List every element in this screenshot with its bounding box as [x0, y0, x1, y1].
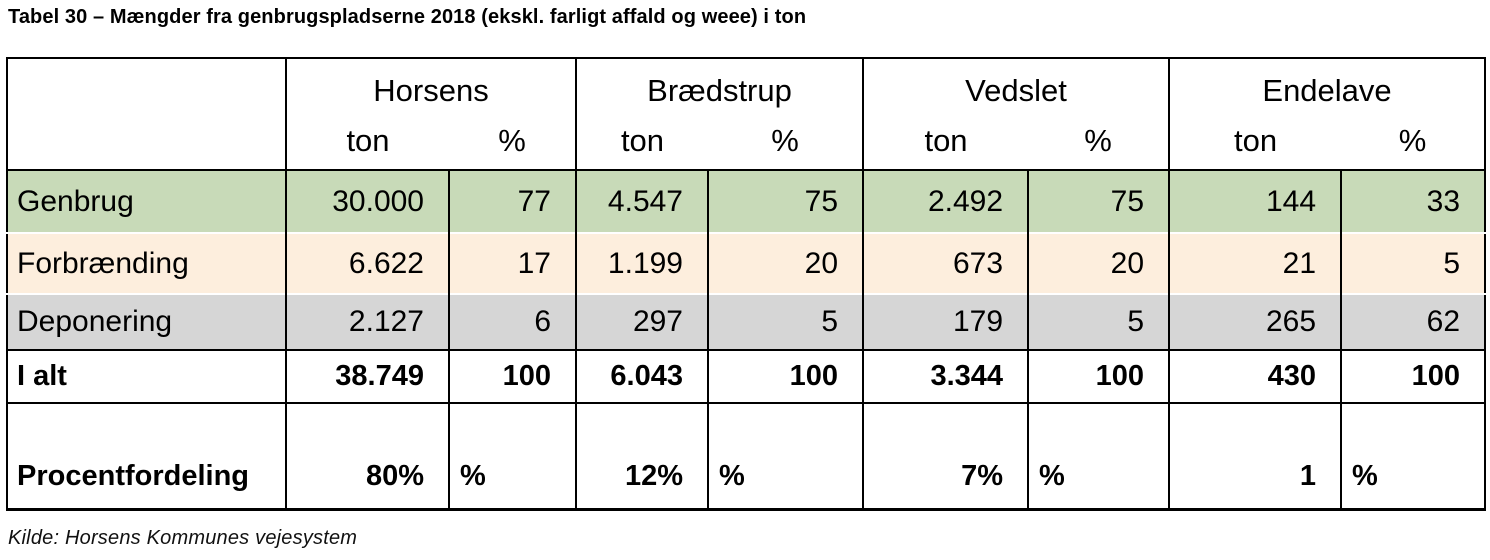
col-header-horsens: Horsens [285, 58, 576, 112]
cell-value: 5 [1340, 232, 1486, 294]
subheader-ton: ton [575, 112, 708, 171]
cell-value: 673 [862, 232, 1029, 294]
header-sub-row: ton % ton % ton % ton % [7, 112, 1486, 171]
subheader-pct: % [1341, 112, 1486, 171]
subheader-ton: ton [862, 112, 1029, 171]
cell-value: 100 [1027, 349, 1170, 404]
table-row-genbrug: Genbrug 30.000 77 4.547 75 2.492 75 144 … [7, 170, 1486, 233]
table-title: Tabel 30 – Mængder fra genbrugspladserne… [8, 6, 807, 28]
cell-value: 1 [1168, 403, 1342, 509]
cell-value: 33 [1340, 170, 1486, 233]
subheader-ton: ton [1168, 112, 1342, 171]
cell-value: 21 [1168, 232, 1342, 294]
cell-value: 100 [448, 349, 576, 404]
row-label: Deponering [7, 293, 286, 350]
subheader-ton: ton [285, 112, 449, 171]
cell-value: 2.492 [862, 170, 1029, 233]
cell-value: 6 [448, 293, 576, 350]
cell-value: % [1340, 403, 1486, 509]
subheader-pct: % [1028, 112, 1170, 171]
cell-value: 20 [706, 232, 864, 294]
cell-value: 2.127 [285, 293, 449, 350]
cell-value: 20 [1027, 232, 1170, 294]
col-header-vedslet: Vedslet [862, 58, 1170, 112]
cell-value: 430 [1168, 349, 1342, 404]
subheader-pct: % [708, 112, 864, 171]
corner-cell [7, 58, 286, 171]
cell-value: 5 [1027, 293, 1170, 350]
header-group-row: Horsens Brædstrup Vedslet Endelave [7, 58, 1486, 171]
cell-value: 1.199 [575, 232, 708, 294]
cell-value: 6.043 [575, 349, 708, 404]
row-label: I alt [7, 349, 286, 404]
cell-value: 6.622 [285, 232, 449, 294]
cell-value: 297 [575, 293, 708, 350]
cell-value: 7% [862, 403, 1029, 509]
cell-value: 3.344 [862, 349, 1029, 404]
cell-value: 17 [448, 232, 576, 294]
cell-value: 12% [575, 403, 708, 509]
cell-value: % [448, 403, 576, 509]
cell-value: % [706, 403, 864, 509]
cell-value: 179 [862, 293, 1029, 350]
row-label: Forbrænding [7, 232, 286, 294]
subheader-pct: % [449, 112, 576, 171]
cell-value: 62 [1340, 293, 1486, 350]
source-caption: Kilde: Horsens Kommunes vejesystem [8, 527, 358, 549]
col-header-braedstrup: Brædstrup [574, 58, 864, 112]
cell-value: 100 [706, 349, 864, 404]
cell-value: 5 [706, 293, 864, 350]
row-label: Genbrug [7, 170, 286, 233]
table-row-total: I alt 38.749 100 6.043 100 3.344 100 430… [7, 349, 1486, 404]
cell-value: 80% [285, 403, 449, 509]
cell-value: 265 [1168, 293, 1342, 350]
cell-value: 75 [706, 170, 864, 233]
cell-value: 38.749 [285, 349, 449, 404]
cell-value: 100 [1340, 349, 1486, 404]
waste-amounts-table: Horsens Brædstrup Vedslet Endelave ton %… [6, 57, 1487, 511]
row-label: Procentfordeling [17, 459, 250, 492]
cell-value: 30.000 [285, 170, 449, 233]
cell-value: 77 [448, 170, 576, 233]
cell-value: % [1027, 403, 1170, 509]
table-row-percent: Procentfordeling 80% % 12% % 7% % 1 % [7, 403, 1486, 509]
table-row-forbraending: Forbrænding 6.622 17 1.199 20 673 20 21 … [7, 232, 1486, 294]
table-row-deponering: Deponering 2.127 6 297 5 179 5 265 62 [7, 293, 1486, 350]
cell-value: 144 [1168, 170, 1342, 233]
cell-value: 4.547 [575, 170, 708, 233]
cell-value: 75 [1027, 170, 1170, 233]
col-header-endelave: Endelave [1168, 58, 1486, 112]
